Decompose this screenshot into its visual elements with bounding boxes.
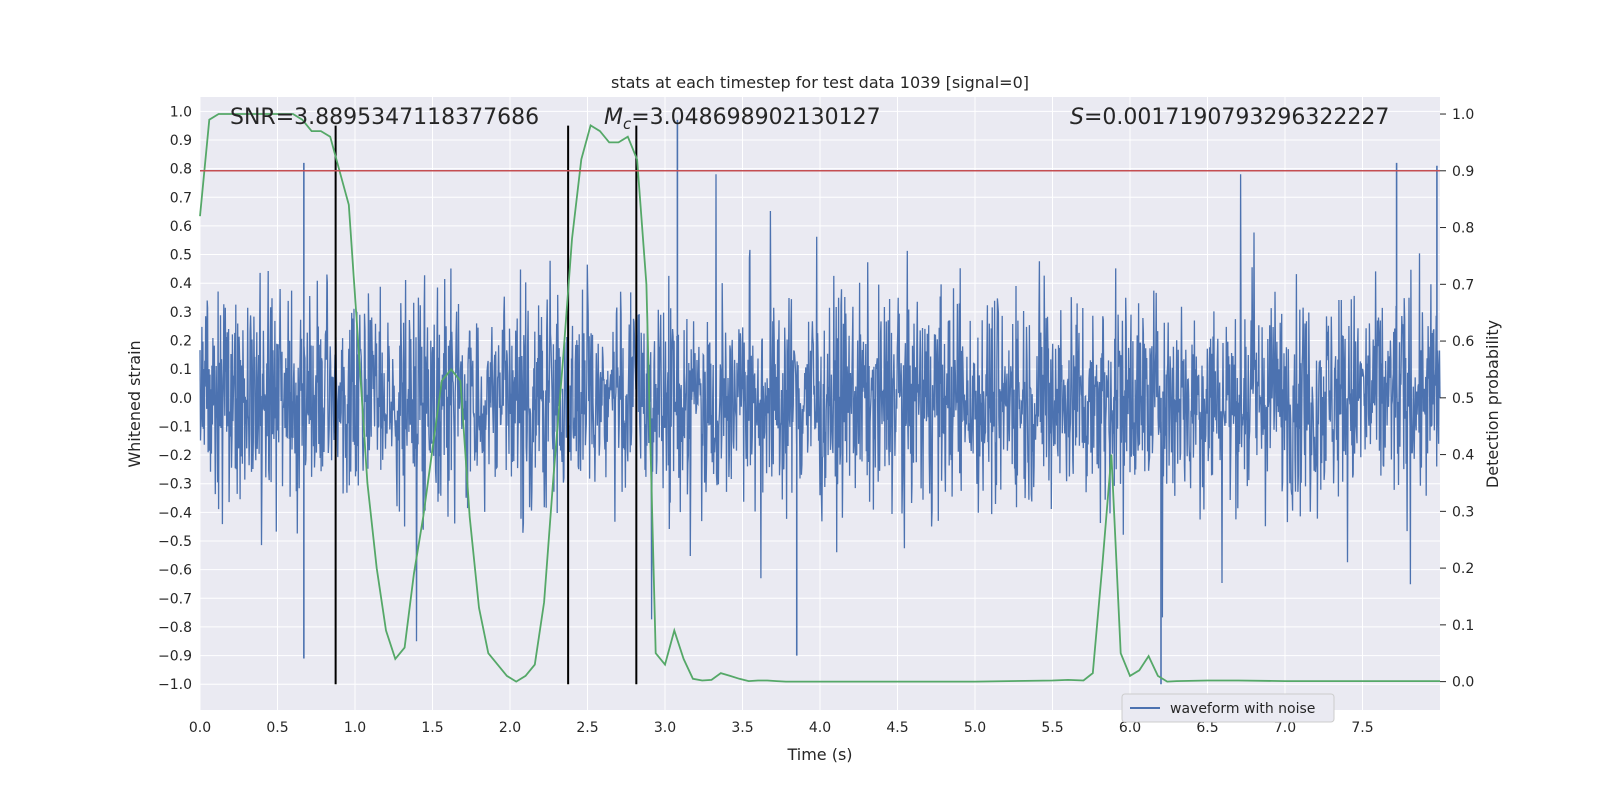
y-left-tick-label: −0.8 [158, 620, 192, 636]
x-tick-label: 4.0 [809, 720, 831, 736]
y-left-tick-label: 0.2 [170, 333, 192, 349]
x-axis-ticks: 0.0 0.5 1.0 1.5 2.0 2.5 3.0 3.5 4.0 4.5 5.0 5.5 6.0 6… [189, 720, 1374, 736]
y-right-tick-label: 1.0 [1452, 107, 1474, 123]
y-axis-left-ticks: 1.0 0.9 0.8 0.7 0.6 0.5 0.4 0.3 0.2 0.1 0.0 −0.1 −0.… [158, 104, 192, 693]
y-right-tick-label: 0.6 [1452, 334, 1474, 350]
y-left-tick-label: 0.8 [170, 162, 192, 178]
waveform-path [199, 174, 1441, 642]
y-left-tick-label: 0.6 [170, 219, 192, 235]
legend: waveform with noise [1121, 693, 1335, 723]
y-right-tick-label: 0.3 [1452, 504, 1474, 520]
x-tick-label: 3.0 [654, 720, 676, 736]
y-left-tick-label: 0.7 [170, 190, 192, 206]
mc-annotation: Mc=3.048698902130127 [604, 105, 881, 133]
x-tick-label: 0.5 [266, 720, 288, 736]
x-tick-label: 6.0 [1119, 720, 1141, 736]
s-symbol: S [1070, 105, 1084, 130]
x-tick-label: 1.0 [344, 720, 366, 736]
y-left-tick-label: 0.0 [170, 391, 192, 407]
y-left-tick-label: −1.0 [158, 677, 192, 693]
x-tick-label: 1.5 [421, 720, 443, 736]
s-value: =0.0017190793296322227 [1084, 105, 1389, 130]
x-tick-label: 3.5 [731, 720, 753, 736]
x-tick-label: 2.0 [499, 720, 521, 736]
y-axis-left-label: Whitened strain [125, 340, 144, 467]
mc-value: =3.048698902130127 [631, 105, 880, 130]
y-right-tick-label: 0.2 [1452, 561, 1474, 577]
y-left-tick-label: 0.5 [170, 248, 192, 264]
x-tick-label: 0.0 [189, 720, 211, 736]
legend-box [1121, 693, 1335, 723]
y-left-tick-label: 0.3 [170, 305, 192, 321]
x-axis-label: Time (s) [786, 745, 852, 764]
mc-symbol: M [604, 105, 623, 130]
y-left-tick-label: −0.1 [158, 419, 192, 435]
x-tick-label: 2.5 [576, 720, 598, 736]
x-tick-label: 7.5 [1351, 720, 1373, 736]
legend-label: waveform with noise [1170, 701, 1315, 717]
y-right-tick-label: 0.8 [1452, 221, 1474, 237]
snr-annotation: SNR=3.8895347118377686 [230, 105, 539, 130]
x-tick-label: 4.5 [886, 720, 908, 736]
y-left-tick-label: −0.4 [158, 505, 192, 521]
mc-subscript: c [623, 115, 632, 133]
y-right-tick-label: 0.7 [1452, 277, 1474, 293]
x-tick-label: 6.5 [1196, 720, 1218, 736]
y-left-tick-label: −0.3 [158, 477, 192, 493]
y-right-tick-label: 0.0 [1452, 675, 1474, 691]
s-annotation: S=0.0017190793296322227 [1070, 105, 1389, 130]
y-left-tick-label: −0.7 [158, 591, 192, 607]
y-right-tick-label: 0.4 [1452, 448, 1474, 464]
waveform-series [199, 119, 1441, 685]
vertical-lines [334, 125, 638, 685]
y-left-tick-label: −0.2 [158, 448, 192, 464]
x-tick-label: 5.0 [964, 720, 986, 736]
y-right-tick-label: 0.1 [1452, 618, 1474, 634]
probability-path [199, 113, 1440, 683]
y-left-tick-label: −0.5 [158, 534, 192, 550]
y-left-tick-label: 0.1 [170, 362, 192, 378]
y-right-tick-label: 0.9 [1452, 164, 1474, 180]
y-axis-right-label: Detection probability [1483, 320, 1502, 488]
y-left-tick-label: −0.9 [158, 649, 192, 665]
y-left-tick-label: 0.9 [170, 133, 192, 149]
y-axis-right-ticks: 1.0 0.9 0.8 0.7 0.6 0.5 0.4 0.3 0.2 0.1 0.0 [1440, 107, 1474, 691]
probability-series [199, 113, 1440, 683]
x-tick-label: 5.5 [1041, 720, 1063, 736]
y-left-tick-label: 1.0 [170, 104, 192, 120]
x-tick-label: 7.0 [1274, 720, 1296, 736]
chart-title: stats at each timestep for test data 103… [611, 73, 1029, 92]
y-left-tick-label: 0.4 [170, 276, 192, 292]
y-left-tick-label: −0.6 [158, 563, 192, 579]
y-right-tick-label: 0.5 [1452, 391, 1474, 407]
